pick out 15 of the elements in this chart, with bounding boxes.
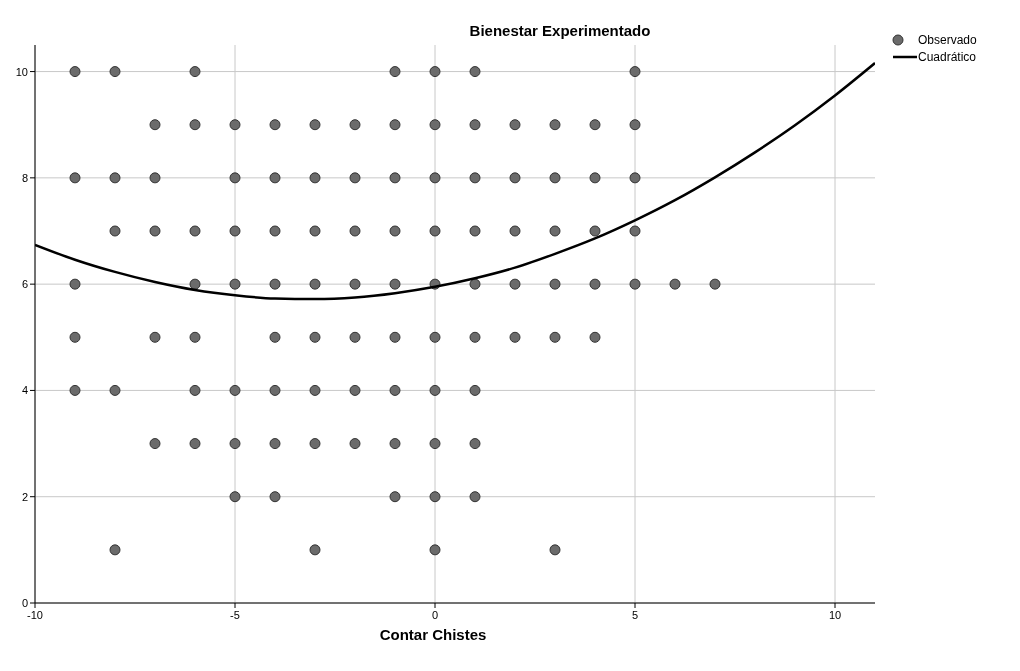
x-tick-label: -5 <box>230 609 240 621</box>
x-axis-title: Contar Chistes <box>379 626 487 643</box>
y-tick-label: 6 <box>21 278 28 291</box>
y-tick-label: 4 <box>21 384 28 397</box>
x-tick-label: 0 <box>431 609 439 621</box>
x-tick-label: -10 <box>27 609 43 621</box>
x-tick-label: 10 <box>828 609 842 621</box>
y-tick-label: 2 <box>21 490 28 503</box>
legend-label: Cuadrático <box>918 50 977 64</box>
y-tick-label: 8 <box>21 171 28 184</box>
y-axis-title: Bienestar Experimentado <box>469 22 651 39</box>
x-tick-label: 5 <box>631 609 639 621</box>
y-tick-label: 10 <box>15 65 28 78</box>
legend-label: Observado <box>918 33 978 47</box>
y-tick-label: 0 <box>21 597 28 609</box>
